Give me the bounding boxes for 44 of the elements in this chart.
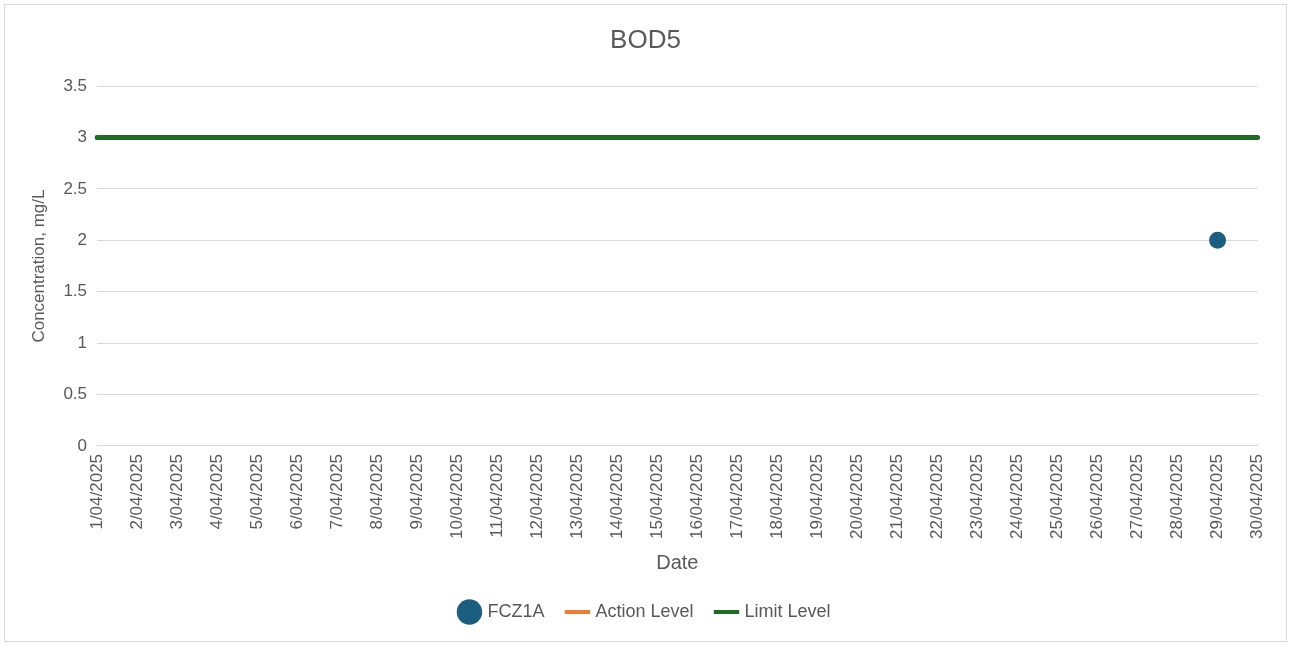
x-tick-label: 7/04/2025: [326, 453, 346, 530]
x-tick-label: 26/04/2025: [1087, 453, 1107, 540]
x-tick-label: 25/04/2025: [1047, 453, 1067, 540]
x-tick-label: 22/04/2025: [927, 453, 947, 540]
y-tick-label: 1: [77, 332, 88, 352]
x-tick-label: 19/04/2025: [807, 453, 827, 540]
legend-label: Limit Level: [744, 600, 831, 621]
legend-label: Action Level: [595, 600, 694, 621]
y-tick-label: 0.5: [63, 384, 88, 404]
x-tick-label: 18/04/2025: [767, 453, 787, 540]
x-tick-label: 28/04/2025: [1167, 453, 1187, 540]
x-tick-label: 15/04/2025: [646, 453, 666, 540]
x-tick-label: 13/04/2025: [566, 453, 586, 540]
x-tick-label: 1/04/2025: [86, 453, 106, 530]
legend-label: FCZ1A: [487, 600, 545, 621]
x-tick-label: 24/04/2025: [1007, 453, 1027, 540]
x-tick-label: 27/04/2025: [1127, 453, 1147, 540]
chart-title: BOD5: [610, 23, 681, 54]
x-tick-label: 10/04/2025: [446, 453, 466, 540]
y-tick-label: 2.5: [63, 178, 88, 198]
x-tick-label: 29/04/2025: [1207, 453, 1227, 540]
x-tick-label: 5/04/2025: [246, 453, 266, 530]
x-tick-label: 20/04/2025: [847, 453, 867, 540]
y-tick-label: 3: [77, 127, 88, 147]
x-tick-label: 9/04/2025: [406, 453, 426, 530]
y-tick-label: 1.5: [63, 281, 88, 301]
x-tick-label: 17/04/2025: [727, 453, 747, 540]
x-axis-title: Date: [656, 550, 699, 573]
x-tick-label: 30/04/2025: [1247, 453, 1267, 540]
x-tick-label: 4/04/2025: [206, 453, 226, 530]
x-tick-label: 11/04/2025: [486, 453, 506, 538]
y-tick-label: 3.5: [63, 75, 88, 95]
x-tick-label: 23/04/2025: [967, 453, 987, 540]
y-tick-label: 0: [77, 435, 88, 455]
x-tick-label: 3/04/2025: [166, 453, 186, 530]
x-tick-label: 16/04/2025: [687, 453, 707, 540]
x-tick-label: 8/04/2025: [366, 453, 386, 530]
x-tick-label: 2/04/2025: [126, 453, 146, 530]
y-axis-title: Concentration, mg/L: [28, 189, 48, 343]
x-tick-label: 12/04/2025: [526, 453, 546, 540]
x-tick-label: 14/04/2025: [606, 453, 626, 540]
x-tick-label: 21/04/2025: [887, 453, 907, 540]
x-tick-label: 6/04/2025: [286, 453, 306, 530]
y-tick-label: 2: [77, 230, 88, 250]
